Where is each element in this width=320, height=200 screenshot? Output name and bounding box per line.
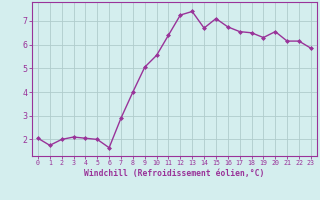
X-axis label: Windchill (Refroidissement éolien,°C): Windchill (Refroidissement éolien,°C) [84, 169, 265, 178]
